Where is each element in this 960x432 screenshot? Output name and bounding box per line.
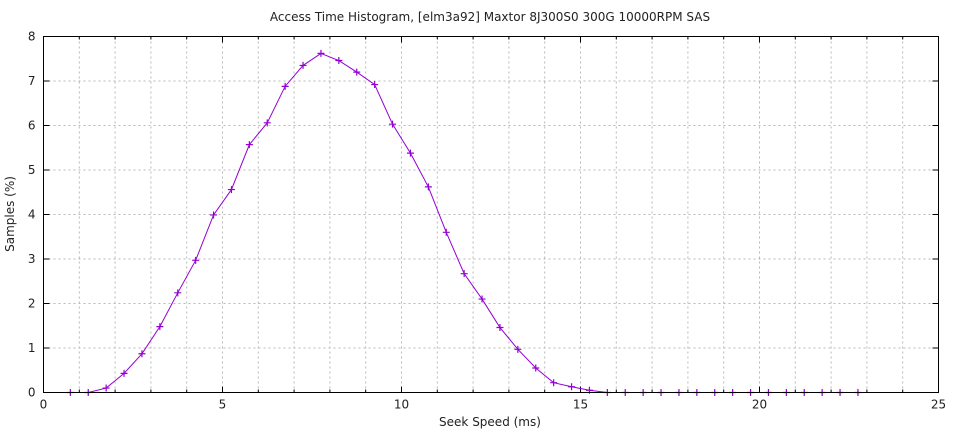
data-point <box>532 364 540 372</box>
data-point <box>281 82 289 90</box>
data-point <box>102 384 110 392</box>
x-tick-label: 15 <box>573 398 588 412</box>
data-point <box>227 186 235 194</box>
data-point <box>550 379 558 387</box>
data-point <box>496 324 504 332</box>
data-point <box>514 345 522 353</box>
data-point <box>138 350 146 358</box>
y-tick-label: 4 <box>28 208 36 222</box>
y-tick-label: 2 <box>28 297 36 311</box>
y-tick-label: 5 <box>28 163 36 177</box>
data-point <box>299 61 307 69</box>
data-point <box>317 49 325 57</box>
data-point <box>156 323 164 331</box>
data-point <box>424 183 432 191</box>
data-point <box>210 211 218 219</box>
data-point <box>389 120 397 128</box>
x-tick-label: 10 <box>394 398 409 412</box>
data-point <box>406 149 414 157</box>
data-point <box>478 295 486 303</box>
x-tick-label: 25 <box>931 398 946 412</box>
data-point <box>245 141 253 149</box>
data-point <box>263 119 271 127</box>
data-point <box>460 270 468 278</box>
data-point <box>192 256 200 264</box>
x-tick-label: 0 <box>40 398 48 412</box>
y-tick-label: 3 <box>28 252 36 266</box>
plot-frame <box>43 36 939 393</box>
series-line <box>70 52 858 393</box>
data-point <box>353 68 361 76</box>
y-tick-label: 0 <box>28 386 36 400</box>
x-axis-label: Seek Speed (ms) <box>439 415 541 429</box>
axis-ticks: 0 5 10 15 20 25 0 1 2 3 4 5 6 7 8 <box>28 30 946 412</box>
y-tick-label: 1 <box>28 341 36 355</box>
data-point <box>442 228 450 236</box>
chart-title: Access Time Histogram, [elm3a92] Maxtor … <box>270 10 710 24</box>
y-axis-label: Samples (%) <box>3 176 17 252</box>
data-point <box>568 383 576 391</box>
data-point <box>371 81 379 89</box>
grid-lines <box>43 36 939 393</box>
data-series <box>66 49 862 396</box>
y-tick-label: 6 <box>28 119 36 133</box>
x-tick-label: 5 <box>219 398 227 412</box>
x-tick-label: 20 <box>752 398 767 412</box>
y-tick-label: 8 <box>28 30 36 44</box>
data-point <box>120 369 128 377</box>
data-point <box>335 57 343 65</box>
y-tick-label: 7 <box>28 74 36 88</box>
data-point <box>174 289 182 297</box>
